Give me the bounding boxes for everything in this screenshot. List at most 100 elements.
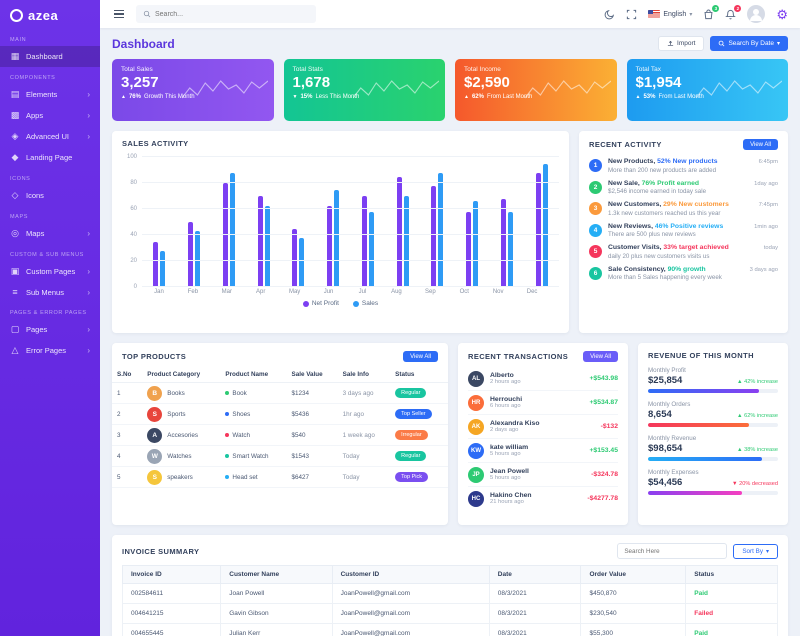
chart-y-axis: 0 20 40 60 80 100 <box>122 154 142 290</box>
revenue-item: Monthly Profit $25,854 ▲ 42% increase <box>648 367 778 393</box>
settings-button[interactable]: ⚙ <box>776 8 788 21</box>
product-name: Watch <box>220 424 287 446</box>
revenue-value: $98,654 <box>648 443 683 454</box>
product-image: S <box>147 406 163 422</box>
sidebar-item-elements[interactable]: ▤ Elements › <box>0 84 100 105</box>
sidebar-section-label: MAIN <box>10 37 27 43</box>
sidebar-item-pages[interactable]: ▢ Pages › <box>0 319 100 340</box>
sidebar-item-apps[interactable]: ▩ Apps › <box>0 105 100 126</box>
stat-card-note: From Last Month <box>486 94 533 100</box>
language-selector[interactable]: English ▾ <box>648 10 692 18</box>
import-button[interactable]: Import <box>658 36 705 51</box>
transaction-row[interactable]: AK Alexandra Kiso 2 days ago -$132 <box>468 415 618 439</box>
search-input[interactable] <box>155 10 309 18</box>
invoice-summary-header: INVOICE SUMMARY Sort By ▾ <box>112 535 788 565</box>
invoice-customer-id: JoanPowell@gmail.com <box>331 583 490 604</box>
sidebar-item-error-pages[interactable]: △ Error Pages › <box>0 340 100 361</box>
page-actions: Import Search By Date ▾ <box>658 36 788 51</box>
status-text: Paid <box>694 630 708 636</box>
transaction-row[interactable]: HR Herrouchi 6 hours ago +$534.87 <box>468 391 618 415</box>
sidebar-item-advanced-ui[interactable]: ◈ Advanced UI › <box>0 126 100 147</box>
transaction-row[interactable]: JP Jean Powell 5 hours ago -$324.78 <box>468 463 618 487</box>
invoice-summary-title: INVOICE SUMMARY <box>122 546 200 556</box>
recent-transactions-view-all-button[interactable]: View All <box>583 351 618 362</box>
invoice-status: Failed <box>685 603 778 624</box>
notifications-button[interactable]: 2 <box>725 4 742 20</box>
chart-legend: Net Profit Sales <box>112 295 569 307</box>
table-row[interactable]: 2 S Sports Shoes $5436 1hr ago Top Seller <box>112 403 448 425</box>
sidebar-item-label: Advanced UI <box>26 132 69 141</box>
top-products-view-all-button[interactable]: View All <box>403 351 438 362</box>
transaction-body: kate william 5 hours ago <box>490 444 583 457</box>
sidebar-item-landing-page[interactable]: ◆ Landing Page <box>0 147 100 168</box>
recent-activity-view-all-button[interactable]: View All <box>743 139 778 150</box>
bar-net-profit <box>153 241 159 287</box>
sidebar-item-custom-pages[interactable]: ▣ Custom Pages › <box>0 261 100 282</box>
table-row[interactable]: 3 A Accesories Watch $540 1 week ago Irregular <box>112 424 448 446</box>
legend-dot-icon <box>302 300 309 307</box>
sidebar-item-dashboard[interactable]: ▦ Dashboard <box>0 46 100 67</box>
sort-by-button[interactable]: Sort By ▾ <box>733 543 778 559</box>
invoice-order-value: $450,870 <box>580 583 687 604</box>
table-row[interactable]: 004641215 Gavin Gibson JoanPowell@gmail.co… <box>121 603 778 624</box>
product-category-label: Books <box>167 389 185 397</box>
search-by-date-button[interactable]: Search By Date ▾ <box>710 36 788 51</box>
product-status: Irregular <box>390 424 448 446</box>
product-status: Top Pick <box>390 466 448 488</box>
stat-card-total-sales: Total Sales 3,257 ▲ 76% Growth This Month <box>112 59 274 121</box>
status-badge: Regular <box>395 388 427 398</box>
chevron-right-icon: › <box>87 229 90 238</box>
transaction-name: kate william <box>490 444 529 451</box>
brand-logo[interactable]: azea <box>0 0 100 29</box>
progress-bar <box>648 389 778 393</box>
sidebar-item-label: Error Pages <box>26 346 67 355</box>
activity-number-badge: 6 <box>589 266 602 280</box>
transaction-row[interactable]: AL Alberto 2 hours ago +$543.98 <box>468 367 618 391</box>
menu-toggle-button[interactable] <box>112 8 126 21</box>
activity-item: 1 New Products, 52% New products More than… <box>589 155 778 177</box>
column-header: Product Name <box>220 367 287 383</box>
stat-card-delta-value: 53% <box>643 94 656 100</box>
status-dot-icon <box>225 474 230 479</box>
person-icon <box>750 9 763 21</box>
invoice-order-value: $55,300 <box>580 623 687 636</box>
revenue-value-row: $25,854 ▲ 42% increase <box>648 375 778 386</box>
moon-icon <box>605 9 615 19</box>
activity-highlight: 33% target achieved <box>663 244 729 251</box>
activity-title: New Reviews, 46% Positive reviews <box>608 223 748 230</box>
stat-card-title: Total Income <box>464 66 501 73</box>
transaction-time: 21 hours ago <box>490 499 524 505</box>
invoice-search-input[interactable] <box>617 543 728 559</box>
sidebar-item-sub-menus[interactable]: ≡ Sub Menus › <box>0 282 100 302</box>
user-avatar[interactable] <box>747 5 766 23</box>
fullscreen-button[interactable] <box>626 9 637 20</box>
cart-button[interactable]: 3 <box>703 4 720 20</box>
x-tick-label: Feb <box>187 289 199 295</box>
sidebar-item-maps[interactable]: ◎ Maps › <box>0 223 100 244</box>
table-row[interactable]: 4 W Watches Smart Watch $1543 Today Regular <box>112 445 448 467</box>
page-header: Dashboard Import Search By Date ▾ <box>112 36 788 51</box>
top-products-card: TOP PRODUCTS View All S.No Product Catego… <box>112 343 448 525</box>
status-dot-icon <box>225 432 230 437</box>
chart-bar-group <box>420 157 455 287</box>
chart-bar-group <box>281 157 316 287</box>
dark-mode-button[interactable] <box>604 9 615 20</box>
table-row[interactable]: 004655445 Julian Kerr JoanPowell@gmail.com… <box>121 623 778 636</box>
topbar-search[interactable] <box>136 5 316 23</box>
table-row[interactable]: 1 B Books Book $1234 3 days ago Regular <box>112 382 448 404</box>
status-dot-icon <box>225 453 230 458</box>
search-by-date-label: Search By Date <box>728 40 774 47</box>
transaction-name: Hakino Chen <box>490 492 532 499</box>
table-row[interactable]: 002584611 Joan Powell JoanPowell@gmail.com… <box>121 583 778 604</box>
chevron-right-icon: › <box>87 346 90 355</box>
sidebar-item-icons[interactable]: ◇ Icons <box>0 185 100 206</box>
column-header: Status <box>685 565 778 584</box>
chart-bar-group <box>142 157 177 287</box>
y-tick-label: 0 <box>133 284 137 290</box>
transaction-row[interactable]: KW kate william 5 hours ago +$153.45 <box>468 439 618 463</box>
transaction-row[interactable]: HC Hakino Chen 21 hours ago -$4277.78 <box>468 487 618 510</box>
activity-title-text: New Sale, <box>608 179 642 187</box>
chart-bar-group <box>246 157 281 287</box>
